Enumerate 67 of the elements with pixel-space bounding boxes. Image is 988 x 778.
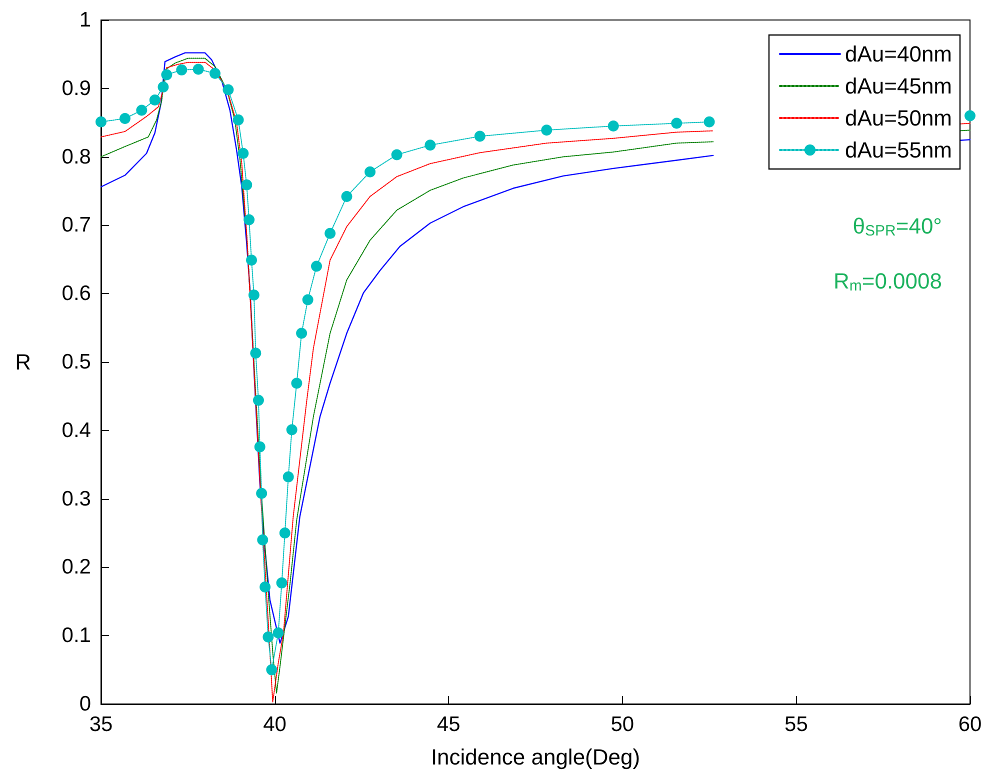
point — [341, 190, 352, 202]
y-tick-label: 0.2 — [62, 556, 91, 579]
point — [286, 424, 298, 436]
point — [671, 118, 682, 129]
y-tick-label: 0.3 — [62, 487, 91, 510]
point — [279, 528, 290, 538]
x-tick-label: 40 — [263, 713, 286, 736]
point — [302, 294, 314, 306]
x-tick-label: 60 — [958, 713, 982, 736]
point — [608, 120, 619, 132]
point — [119, 113, 130, 124]
point — [964, 110, 976, 122]
point — [192, 64, 204, 75]
point — [136, 104, 148, 116]
point — [149, 94, 160, 106]
legend-label: dAu=40nm — [844, 42, 952, 66]
point — [222, 84, 234, 96]
point — [176, 64, 188, 76]
x-tick-label: 50 — [610, 713, 634, 736]
point — [541, 124, 552, 136]
point — [96, 116, 106, 128]
point — [282, 471, 294, 482]
point — [424, 140, 436, 151]
point — [252, 394, 264, 406]
point — [158, 82, 169, 93]
x-axis-title: Incidence angle(Deg) — [430, 744, 640, 770]
point — [238, 148, 249, 159]
point — [260, 582, 271, 593]
point — [246, 254, 258, 266]
legend-label: dAu=45nm — [844, 74, 952, 98]
y-tick-label: 0.6 — [62, 282, 91, 306]
point — [262, 631, 274, 642]
point — [276, 577, 288, 588]
legend-label: dAu=50nm — [844, 106, 952, 130]
y-tick-label: 0.7 — [62, 214, 91, 237]
point — [272, 627, 284, 638]
y-tick-label: 0.8 — [62, 145, 91, 168]
point — [704, 116, 715, 128]
y-axis-title: R — [15, 350, 31, 374]
y-tick-label: 0.1 — [62, 624, 91, 648]
point — [311, 260, 322, 272]
y-tick-label: 0.9 — [62, 76, 91, 100]
point — [210, 68, 221, 79]
point — [232, 114, 244, 126]
point — [364, 166, 376, 178]
point — [254, 441, 266, 452]
point — [391, 149, 402, 160]
point — [291, 378, 302, 389]
point — [324, 228, 336, 239]
point — [266, 664, 278, 676]
x-tick-label: 55 — [784, 713, 808, 736]
legend-label: dAu=55nm — [844, 138, 952, 162]
point — [161, 69, 172, 80]
point — [241, 179, 252, 190]
point — [250, 348, 262, 359]
x-tick-label: 45 — [436, 713, 460, 736]
point — [296, 328, 308, 339]
y-tick-label: 0.4 — [62, 418, 92, 442]
point — [257, 534, 268, 546]
y-tick-label: 0.5 — [62, 350, 91, 374]
y-tick-label: 1 — [79, 8, 91, 32]
point — [256, 488, 268, 499]
point — [248, 289, 260, 300]
point — [474, 130, 486, 142]
x-tick-label: 35 — [89, 713, 113, 736]
y-tick-label: 0 — [79, 692, 91, 716]
point — [244, 214, 255, 226]
